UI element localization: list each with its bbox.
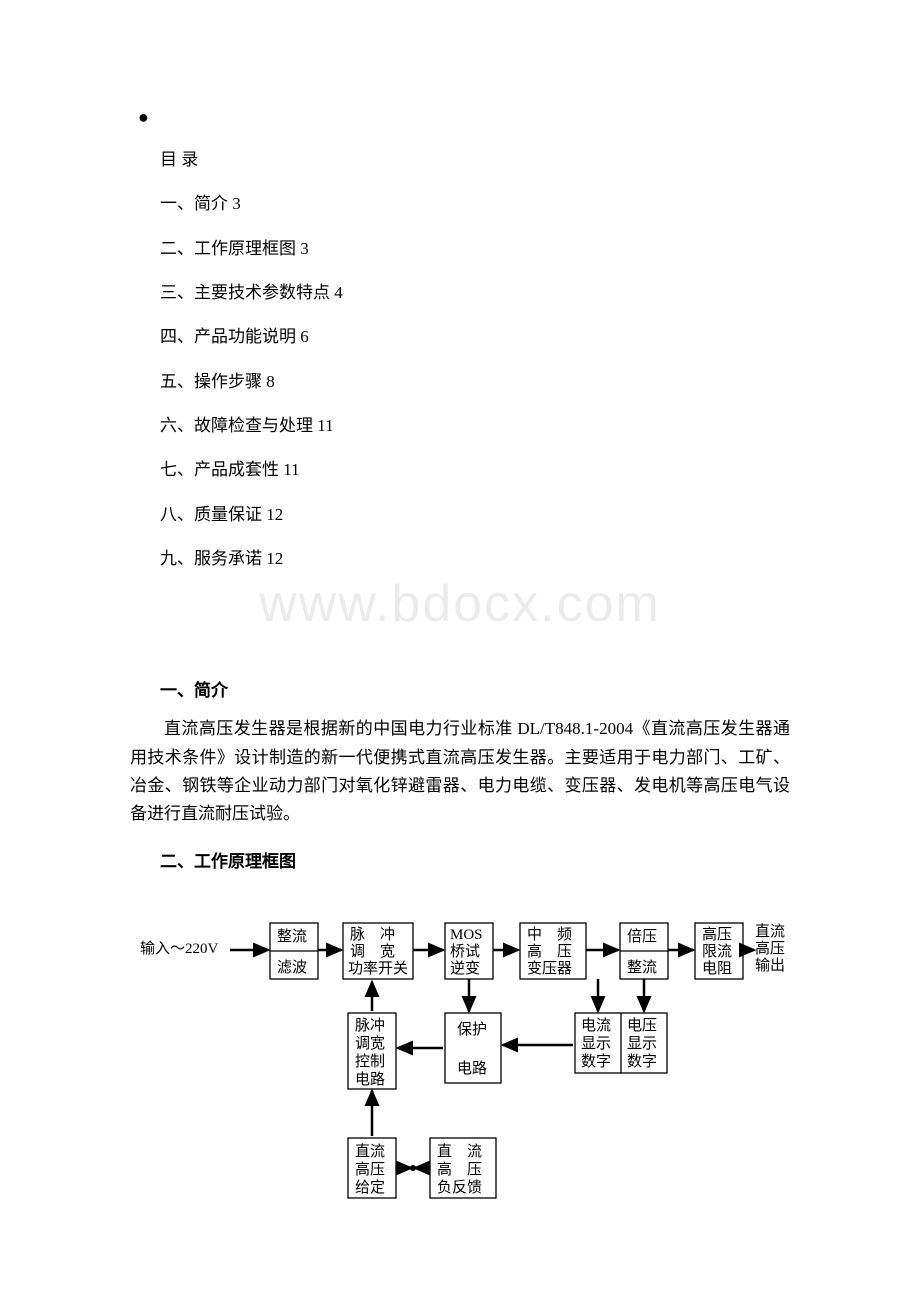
toc-item: 四、产品功能说明 6 <box>160 321 790 353</box>
diagram-box-pwm-switch: 脉 冲 调 宽 功率开关 <box>343 923 413 979</box>
svg-text:调宽: 调宽 <box>355 1035 385 1052</box>
diagram-box-protect: 保护 电路 <box>445 1013 501 1083</box>
diagram-box-mos-bridge: MOS 桥试 逆变 <box>445 923 493 979</box>
svg-text:直流: 直流 <box>355 1143 385 1160</box>
svg-text:滤波: 滤波 <box>277 959 307 976</box>
diagram-box-feedback: 直 流 高 压 负反馈 <box>430 1138 496 1198</box>
svg-text:整流: 整流 <box>277 928 307 945</box>
diagram-box-transformer: 中 频 高 压 变压器 <box>520 923 586 979</box>
toc-item: 五、操作步骤 8 <box>160 366 790 398</box>
toc-item: 三、主要技术参数特点 4 <box>160 277 790 309</box>
svg-text:限流: 限流 <box>702 943 732 960</box>
svg-text:脉冲: 脉冲 <box>355 1017 385 1034</box>
toc-item: 九、服务承诺 12 <box>160 543 790 575</box>
svg-text:高压: 高压 <box>755 940 785 957</box>
svg-text:MOS: MOS <box>450 927 483 943</box>
section-1-body: 直流高压发生器是根据新的中国电力行业标准 DL/T848.1-2004《直流高压… <box>130 715 790 827</box>
svg-text:高压: 高压 <box>355 1161 385 1178</box>
svg-text:高 压: 高 压 <box>527 943 572 960</box>
diagram-box-display: 电流 显示 数字 电压 显示 数字 <box>575 1013 667 1073</box>
diagram-box-multiplier: 倍压 整流 <box>620 923 668 979</box>
svg-text:电路: 电路 <box>457 1060 487 1077</box>
svg-text:调 宽: 调 宽 <box>350 943 395 960</box>
section-2-heading: 二、工作原理框图 <box>160 846 790 878</box>
svg-text:电流: 电流 <box>581 1017 611 1034</box>
bullet-marker: ● <box>138 100 790 134</box>
svg-text:数字: 数字 <box>581 1053 611 1070</box>
toc-title: 目 录 <box>160 144 790 176</box>
svg-text:整流: 整流 <box>627 959 657 976</box>
svg-text:负反馈: 负反馈 <box>437 1179 482 1196</box>
svg-text:脉 冲: 脉 冲 <box>350 926 395 943</box>
svg-text:变压器: 变压器 <box>527 960 572 977</box>
svg-text:保护: 保护 <box>457 1021 487 1038</box>
toc-item: 七、产品成套性 11 <box>160 454 790 486</box>
diagram-box-pwm-control: 脉冲 调宽 控制 电路 <box>348 1013 396 1089</box>
toc-item: 八、质量保证 12 <box>160 499 790 531</box>
svg-text:显示: 显示 <box>627 1036 657 1052</box>
toc-item: 一、简介 3 <box>160 188 790 220</box>
svg-text:数字: 数字 <box>627 1053 657 1070</box>
svg-text:高压: 高压 <box>702 926 732 943</box>
svg-text:直流: 直流 <box>755 923 785 940</box>
svg-text:控制: 控制 <box>355 1053 385 1070</box>
svg-text:功率开关: 功率开关 <box>348 960 408 977</box>
block-diagram: 输入～220V 整流 滤波 脉 冲 调 宽 功率开关 MOS 桥试 <box>130 908 790 1248</box>
svg-text:倍压: 倍压 <box>627 928 657 945</box>
svg-text:中 频: 中 频 <box>527 926 572 943</box>
svg-text:给定: 给定 <box>355 1179 385 1196</box>
diagram-box-setpoint: 直流 高压 给定 <box>348 1138 396 1198</box>
svg-text:输出: 输出 <box>755 957 785 974</box>
svg-text:桥试: 桥试 <box>450 943 480 960</box>
svg-text:显示: 显示 <box>581 1036 611 1052</box>
diagram-input-label: 输入～220V <box>140 940 219 957</box>
section-1-heading: 一、简介 <box>160 675 790 707</box>
svg-text:电压: 电压 <box>627 1017 657 1034</box>
toc-item: 二、工作原理框图 3 <box>160 233 790 265</box>
svg-text:电阻: 电阻 <box>702 960 732 977</box>
svg-text:电路: 电路 <box>355 1071 385 1088</box>
svg-text:直 流: 直 流 <box>437 1143 482 1160</box>
svg-text:高 压: 高 压 <box>437 1161 482 1178</box>
toc-item: 六、故障检查与处理 11 <box>160 410 790 442</box>
svg-text:逆变: 逆变 <box>450 960 480 977</box>
diagram-box-rect-filter: 整流 滤波 <box>270 923 318 979</box>
diagram-output-label: 直流 高压 输出 <box>755 923 785 974</box>
diagram-box-limit-res: 高压 限流 电阻 <box>695 923 743 979</box>
